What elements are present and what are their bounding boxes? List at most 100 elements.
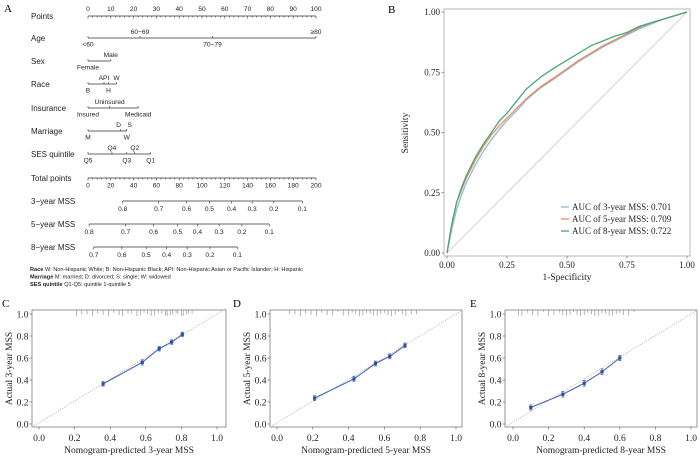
legend-label: AUC of 5-year MSS: 0.709 [572, 214, 672, 224]
total-points-tick-label: 180 [288, 183, 299, 190]
y-tick-label: 0.8 [255, 333, 267, 343]
total-points-tick-label: 80 [176, 183, 184, 190]
calibration-point [529, 405, 533, 410]
variable-insurance-level-label: Medicaid [125, 112, 152, 119]
variable-marriage-level-label: W [124, 135, 131, 142]
total-points-tick-label: 0 [86, 183, 90, 190]
calibration-point [157, 347, 161, 351]
y-tick-label: 1.0 [17, 311, 29, 321]
variable-race-level-label: W [113, 75, 120, 82]
variable-sex-level-label: Male [104, 52, 119, 59]
total-points-tick-label: 160 [265, 183, 276, 190]
outcome-3-year-mss-tick-label: 0.2 [269, 206, 278, 213]
footnote-text: M: married; D: divorced; S: single; W: w… [55, 275, 171, 281]
roc-y-tick-label: 0.00 [424, 248, 440, 258]
variable-marriage-level-label: M [85, 135, 91, 142]
footnote-key: Marriage [30, 275, 55, 281]
variable-marriage-level-label: D [116, 122, 121, 129]
calibration-point [388, 354, 392, 358]
outcome-8-year-mss-tick-label: 0.3 [183, 252, 192, 259]
variable-insurance-label: Insurance [31, 104, 67, 113]
variable-ses-quintile-level-label: Q4 [108, 145, 117, 152]
variable-insurance-level-label: Uninsured [95, 99, 125, 106]
calibration-point [561, 392, 565, 396]
y-tick-label: 0.0 [490, 421, 502, 431]
roc-x-tick-label: 0.00 [439, 260, 455, 270]
calibration-point [373, 361, 378, 366]
y-tick-label: 0.2 [17, 399, 29, 409]
x-tick-label: 0.6 [378, 434, 390, 444]
outcome-3-year-mss-tick-label: 0.1 [298, 206, 307, 213]
y-tick-label: 0.8 [490, 333, 502, 343]
outcome-3-year-mss-label: 3−year MSS [31, 197, 75, 206]
calibration-point [180, 332, 184, 336]
y-tick-label: 0.6 [17, 355, 29, 365]
legend-label: AUC of 3-year MSS: 0.701 [572, 202, 671, 212]
x-tick-label: 0.2 [307, 434, 319, 444]
variable-race-label: Race [31, 80, 50, 89]
footnote-ses-quintile: SES quintile Q1-Q5: quintile 1-quintile … [30, 282, 131, 288]
total-points-tick-label: 20 [107, 183, 115, 190]
total-points-axis-label: Total points [31, 174, 71, 183]
roc-y-tick-label: 1.00 [424, 7, 440, 17]
variable-ses-quintile-level-label: Q2 [130, 145, 139, 152]
variable-race-level-label: API [99, 75, 110, 82]
calibration-point [101, 382, 105, 386]
outcome-3-year-mss-tick-label: 0.3 [248, 206, 257, 213]
roc-x-tick-label: 0.25 [499, 260, 515, 270]
panel-label-a: A [4, 3, 12, 15]
ideal-calibration-line [269, 309, 463, 428]
outcome-3-year-mss-tick-label: 0.8 [118, 206, 127, 213]
outcome-8-year-mss-tick-label: 0.2 [205, 252, 214, 259]
variable-sex-level-label: Female [77, 65, 99, 72]
outcome-5-year-mss-tick-label: 0.1 [265, 229, 274, 236]
legend-label: AUC of 8-year MSS: 0.722 [572, 226, 671, 236]
points-tick-label: 90 [290, 6, 298, 13]
variable-age-label: Age [31, 34, 46, 43]
calibration-plot-frame [269, 309, 463, 428]
calibration-plot-frame [504, 309, 698, 428]
calibration-plot-frame [31, 309, 227, 428]
y-tick-label: 1.0 [255, 311, 267, 321]
y-tick-label: 0.4 [490, 377, 502, 387]
y-tick-label: 0.6 [490, 355, 502, 365]
x-tick-label: 0.8 [414, 434, 426, 444]
x-tick-label: 1.0 [211, 434, 223, 444]
points-tick-label: 60 [221, 6, 229, 13]
panel-label-d: D [233, 298, 241, 310]
y-tick-label: 0.4 [17, 377, 29, 387]
x-axis-label: Nomogram-predicted 5-year MSS [301, 446, 431, 456]
roc-y-tick-label: 0.50 [424, 128, 440, 138]
outcome-5-year-mss-tick-label: 0.6 [149, 229, 158, 236]
roc-x-tick-label: 1.00 [679, 260, 695, 270]
x-tick-label: 0.6 [614, 434, 626, 444]
footnote-key: SES quintile [30, 282, 64, 288]
outcome-8-year-mss-tick-label: 0.4 [162, 252, 171, 259]
total-points-tick-label: 100 [196, 183, 207, 190]
y-tick-label: 0.0 [255, 421, 267, 431]
points-tick-label: 70 [244, 6, 252, 13]
y-axis-label: Actual 3-year MSS [5, 332, 15, 405]
total-points-tick-label: 120 [219, 183, 230, 190]
outcome-5-year-mss-tick-label: 0.8 [85, 229, 94, 236]
variable-sex-label: Sex [31, 57, 45, 66]
variable-race-level-label: B [86, 88, 91, 95]
variable-age-level-label: 70−79 [203, 42, 222, 49]
x-tick-label: 0.4 [104, 434, 116, 444]
calibration-point [352, 377, 356, 381]
total-points-tick-label: 60 [153, 183, 161, 190]
variable-age-level-label: ≥80 [311, 29, 322, 36]
roc-reference-line [446, 11, 688, 254]
x-tick-label: 0.8 [649, 434, 661, 444]
points-tick-label: 40 [176, 6, 184, 13]
calibration-point [312, 396, 317, 400]
y-tick-label: 0.2 [490, 399, 502, 409]
points-tick-label: 0 [86, 6, 90, 13]
calibration-point [140, 360, 144, 364]
variable-ses-quintile-level-label: Q1 [146, 158, 155, 165]
calibration-line [314, 344, 406, 399]
roc-x-axis-label: 1-Specificity [542, 272, 591, 283]
y-tick-label: 1.0 [490, 311, 502, 321]
variable-ses-quintile-level-label: Q5 [84, 158, 93, 165]
